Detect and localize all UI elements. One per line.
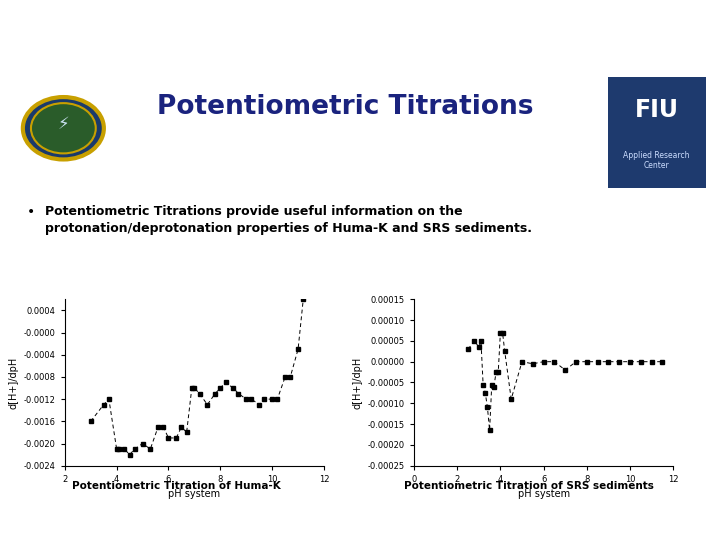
Text: ⚡: ⚡ bbox=[58, 114, 69, 133]
Text: Advancing the research and academic mission of Florida International University.: Advancing the research and academic miss… bbox=[176, 522, 544, 530]
Text: Potentiometric Titrations: Potentiometric Titrations bbox=[158, 94, 534, 120]
Text: Potentiometric Titration of Huma-K: Potentiometric Titration of Huma-K bbox=[72, 482, 281, 491]
Y-axis label: d[H+]/dpH: d[H+]/dpH bbox=[352, 356, 362, 409]
FancyBboxPatch shape bbox=[608, 77, 706, 188]
Text: Potentiometric Titrations provide useful information on the
protonation/deproton: Potentiometric Titrations provide useful… bbox=[45, 205, 531, 234]
Ellipse shape bbox=[23, 97, 104, 159]
X-axis label: pH system: pH system bbox=[168, 489, 220, 500]
Y-axis label: d[H+]/dpH: d[H+]/dpH bbox=[8, 356, 18, 409]
Text: Florida International University: Florida International University bbox=[270, 20, 450, 30]
Ellipse shape bbox=[31, 103, 96, 153]
Text: Potentiometric Titration of SRS sediments: Potentiometric Titration of SRS sediment… bbox=[404, 482, 654, 491]
Text: FIU: FIU bbox=[634, 98, 679, 122]
Text: Applied Research
Center: Applied Research Center bbox=[624, 151, 690, 170]
Text: •: • bbox=[27, 205, 35, 219]
X-axis label: pH system: pH system bbox=[518, 489, 570, 500]
